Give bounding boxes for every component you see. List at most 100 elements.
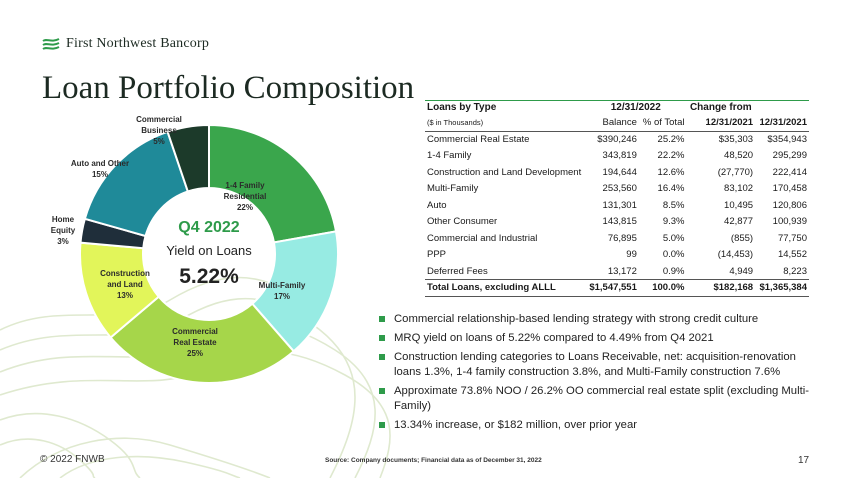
cell-prior: $354,943 — [767, 134, 807, 145]
wave-logo-icon — [42, 38, 60, 50]
cell-prior: 100,939 — [772, 216, 807, 228]
cell-change: 10,495 — [724, 199, 754, 211]
bullet-item: Approximate 73.8% NOO / 26.2% OO commerc… — [376, 384, 816, 414]
table-row: Commercial and Industrial 76,895 5.0% (855)… — [425, 230, 809, 247]
cell-type: Other Consumer — [427, 216, 498, 228]
square-bullet-icon — [379, 316, 385, 322]
cell-change: 83,102 — [724, 183, 754, 195]
donut-slice-1-4-family-residential — [208, 123, 338, 244]
cell-balance: 76,895 — [607, 232, 637, 244]
cell-prior: 295,299 — [772, 150, 807, 162]
slice-label-1-4-family: 1-4 Family Residential 22% — [223, 181, 267, 212]
cell-pct: 0.9% — [662, 265, 685, 277]
table-row: Auto 131,301 8.5% 10,495 120,806 — [425, 197, 809, 214]
total-prior: $1,365,384 — [755, 279, 809, 297]
cell-type: 1-4 Family — [427, 150, 472, 162]
cell-balance: 131,301 — [602, 199, 637, 211]
slice-label-commercial-real-estate: Commercial Real Estate 25% — [172, 327, 218, 358]
cell-balance: 143,815 — [602, 216, 637, 228]
cell-balance: 13,172 — [607, 265, 637, 277]
highlights-bullet-list: Commercial relationship-based lending st… — [376, 312, 816, 437]
col-header-pct-total: % of Total — [638, 115, 687, 132]
table-row: PPP 99 0.0% (14,453) 14,552 — [425, 247, 809, 264]
cell-change: (27,770) — [717, 166, 754, 178]
cell-prior: 14,552 — [777, 249, 807, 261]
table-top-rule — [425, 100, 809, 101]
cell-change: 4,949 — [729, 265, 754, 277]
center-value: 5.22% — [179, 265, 239, 288]
col-header-change-date: 12/31/2021 — [686, 115, 756, 132]
cell-balance: 99 — [626, 249, 637, 261]
col-header-blank — [755, 100, 809, 115]
bullet-item: 13.34% increase, or $182 million, over p… — [376, 418, 816, 433]
square-bullet-icon — [379, 335, 385, 341]
col-header-units: ($ in Thousands) — [425, 115, 585, 132]
center-label: Yield on Loans — [166, 243, 252, 258]
table-row: Construction and Land Development 194,644… — [425, 164, 809, 181]
cell-type: Construction and Land Development — [427, 166, 582, 178]
total-change: $182,168 — [686, 279, 756, 297]
table-row: Commercial Real Estate $390,246 25.2% $35,3… — [425, 131, 809, 148]
square-bullet-icon — [379, 354, 385, 360]
bullet-item: MRQ yield on loans of 5.22% compared to … — [376, 331, 816, 346]
cell-change: 48,520 — [724, 150, 754, 162]
bullet-text: Commercial relationship-based lending st… — [394, 313, 759, 325]
source-note: Source: Company documents; Financial dat… — [325, 457, 542, 464]
bullet-text: 13.34% increase, or $182 million, over p… — [394, 419, 638, 431]
col-header-balance: Balance — [585, 115, 639, 132]
cell-balance: 253,560 — [602, 183, 637, 195]
donut-slice-commercial-business — [166, 123, 210, 193]
table-row: Other Consumer 143,815 9.3% 42,877 100,939 — [425, 214, 809, 231]
table-total-row: Total Loans, excluding ALLL $1,547,551 1… — [425, 279, 809, 297]
cell-type: Commercial and Industrial — [427, 232, 538, 244]
cell-type: Auto — [427, 199, 447, 211]
slice-label-commercial-business: Commercial Business 5% — [136, 115, 182, 146]
cell-pct: 9.3% — [662, 216, 685, 228]
slice-label-multi-family: Multi-Family 17% — [258, 281, 306, 301]
bullet-text: Construction lending categories to Loans… — [394, 351, 796, 378]
cell-change: 42,877 — [724, 216, 754, 228]
cell-change: (855) — [730, 232, 754, 244]
cell-pct: 25.2% — [657, 134, 685, 145]
cell-prior: 120,806 — [772, 199, 807, 211]
table-body: Commercial Real Estate $390,246 25.2% $35,3… — [425, 131, 809, 297]
cell-prior: 170,458 — [772, 183, 807, 195]
square-bullet-icon — [379, 388, 385, 394]
table-row: Multi-Family 253,560 16.4% 83,102 170,458 — [425, 181, 809, 198]
cell-pct: 8.5% — [662, 199, 685, 211]
company-logo: First Northwest Bancorp — [42, 36, 209, 52]
cell-pct: 16.4% — [657, 183, 685, 195]
col-header-prior-date: 12/31/2021 — [755, 115, 809, 132]
bullet-item: Commercial relationship-based lending st… — [376, 312, 816, 327]
page-number: 17 — [798, 455, 810, 466]
cell-pct: 22.2% — [657, 150, 685, 162]
col-header-loans-by-type: Loans by Type — [427, 102, 497, 113]
loan-composition-donut-chart: 1-4 Family Residential 22% Multi-Family 17%… — [48, 112, 348, 387]
bullet-item: Construction lending categories to Loans… — [376, 350, 816, 380]
cell-change: $35,303 — [718, 134, 754, 145]
cell-prior: 77,750 — [777, 232, 807, 244]
table-row: 1-4 Family 343,819 22.2% 48,520 295,299 — [425, 148, 809, 165]
slice-label-auto-other: Auto and Other 15% — [70, 159, 130, 179]
copyright: © 2022 FNWB — [40, 454, 105, 465]
bullet-text: MRQ yield on loans of 5.22% compared to … — [394, 332, 714, 344]
col-header-change-from: Change from — [689, 102, 752, 113]
cell-prior: 8,223 — [783, 265, 807, 277]
cell-type: Commercial Real Estate — [427, 134, 530, 145]
cell-balance: $390,246 — [597, 134, 637, 145]
cell-balance: 343,819 — [602, 150, 637, 162]
total-type: Total Loans, excluding ALLL — [425, 279, 585, 297]
cell-pct: 12.6% — [657, 166, 685, 178]
cell-prior: 222,414 — [772, 166, 807, 178]
page-title: Loan Portfolio Composition — [42, 70, 415, 106]
cell-type: Multi-Family — [427, 183, 479, 195]
cell-type: Deferred Fees — [427, 265, 488, 277]
cell-pct: 0.0% — [662, 249, 685, 261]
bullet-text: Approximate 73.8% NOO / 26.2% OO commerc… — [394, 385, 810, 412]
total-balance: $1,547,551 — [585, 279, 639, 297]
donut-center-block: Q4 2022 Yield on Loans 5.22% — [163, 219, 255, 289]
cell-change: (14,453) — [717, 249, 754, 261]
col-header-current-date: 12/31/2022 — [610, 102, 661, 113]
loans-by-type-table: Loans by Type 12/31/2022 Change from ($ … — [425, 100, 809, 297]
table-row: Deferred Fees 13,172 0.9% 4,949 8,223 — [425, 263, 809, 280]
